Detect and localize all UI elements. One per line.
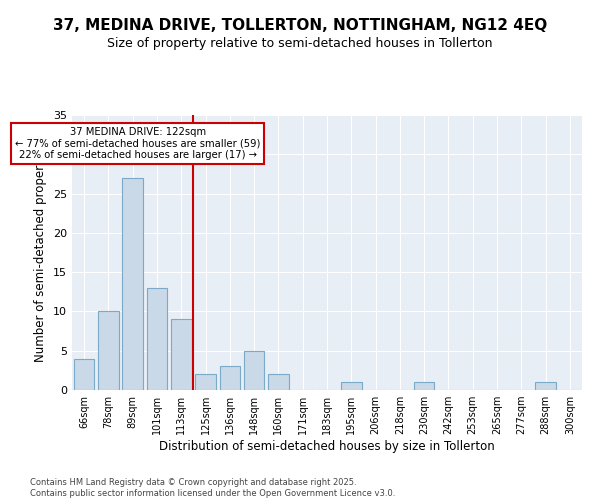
Bar [220, 366, 240, 390]
Text: 37 MEDINA DRIVE: 122sqm
← 77% of semi-detached houses are smaller (59)
22% of se: 37 MEDINA DRIVE: 122sqm ← 77% of semi-de… [15, 127, 260, 160]
Bar [98, 312, 119, 390]
Text: Contains HM Land Registry data © Crown copyright and database right 2025.
Contai: Contains HM Land Registry data © Crown c… [30, 478, 395, 498]
Bar [341, 382, 362, 390]
Bar [171, 320, 191, 390]
Y-axis label: Number of semi-detached properties: Number of semi-detached properties [34, 143, 47, 362]
Bar [195, 374, 216, 390]
Text: Size of property relative to semi-detached houses in Tollerton: Size of property relative to semi-detach… [107, 38, 493, 51]
Bar [535, 382, 556, 390]
Bar [414, 382, 434, 390]
Text: 37, MEDINA DRIVE, TOLLERTON, NOTTINGHAM, NG12 4EQ: 37, MEDINA DRIVE, TOLLERTON, NOTTINGHAM,… [53, 18, 547, 32]
Bar [146, 288, 167, 390]
Bar [244, 350, 265, 390]
Bar [74, 358, 94, 390]
Bar [122, 178, 143, 390]
X-axis label: Distribution of semi-detached houses by size in Tollerton: Distribution of semi-detached houses by … [159, 440, 495, 453]
Bar [268, 374, 289, 390]
